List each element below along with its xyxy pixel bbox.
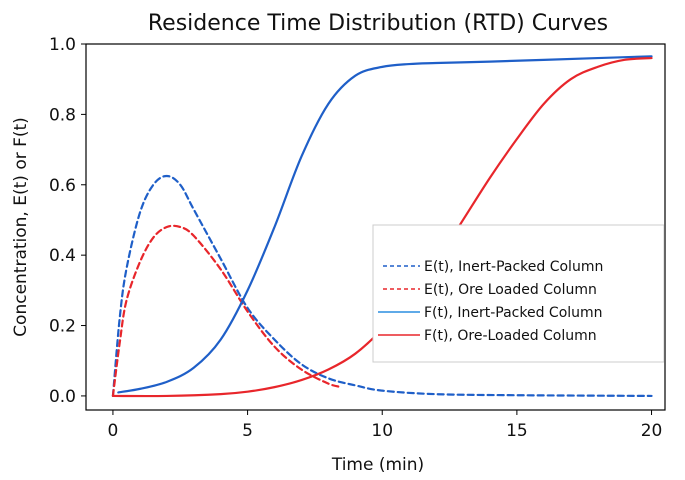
y-axis-label: Concentration, E(t) or F(t) [11,117,31,337]
x-tick-label: 10 [371,421,393,441]
y-tick-label: 0.8 [49,105,76,125]
axis-ticks: 0 5 10 15 20 0.0 0.2 0.4 0.6 0.8 1.0 [49,35,662,441]
x-tick-label: 20 [641,421,663,441]
series-e-inert-dashed [111,174,653,398]
legend-label-e-ore: E(t), Ore Loaded Column [424,282,597,298]
y-tick-label: 0.2 [49,317,76,337]
y-tick-label: 0.0 [49,387,76,407]
legend-label-f-ore: F(t), Ore-Loaded Column [424,328,597,344]
x-tick-label: 5 [242,421,253,441]
series-f-inert-solid [117,55,653,394]
x-axis-label: Time (min) [331,455,424,475]
legend-box [372,224,665,363]
y-tick-label: 0.6 [49,176,76,196]
x-tick-label: 15 [506,421,528,441]
y-tick-label: 1.0 [49,35,76,55]
legend: E(t), Inert-Packed Column E(t), Ore Load… [372,224,665,363]
y-tick-label: 0.4 [49,246,76,266]
chart-title: Residence Time Distribution (RTD) Curves [148,11,608,36]
plot-frame [85,43,666,411]
legend-label-e-inert: E(t), Inert-Packed Column [424,259,603,275]
x-tick-label: 0 [108,421,119,441]
legend-label-f-inert: F(t), Inert-Packed Column [424,305,603,321]
series-e-ore-dashed [111,224,343,398]
